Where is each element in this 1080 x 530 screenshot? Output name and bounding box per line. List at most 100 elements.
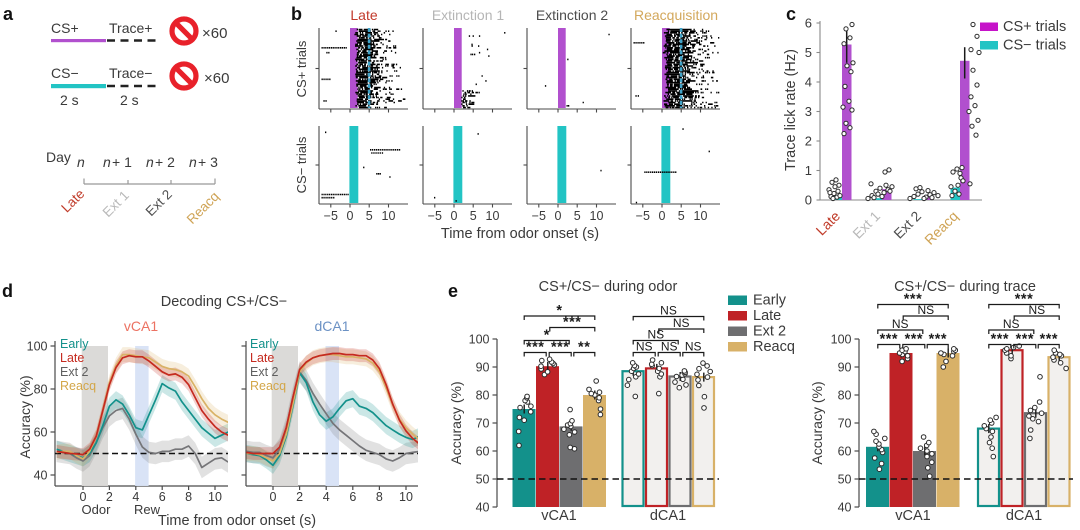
- svg-text:***: ***: [563, 315, 581, 331]
- svg-text:Trace lick rate (Hz): Trace lick rate (Hz): [783, 49, 799, 171]
- svg-text:+ 3: + 3: [198, 154, 218, 170]
- svg-text:50: 50: [838, 473, 852, 487]
- svg-text:NS: NS: [892, 317, 909, 331]
- svg-text:5: 5: [574, 209, 581, 223]
- svg-text:2: 2: [805, 134, 812, 149]
- svg-text:***: ***: [929, 332, 947, 348]
- svg-text:0: 0: [270, 490, 277, 504]
- svg-text:+ 1: + 1: [112, 154, 132, 170]
- svg-text:10: 10: [486, 209, 500, 223]
- svg-text:dCA1: dCA1: [1006, 508, 1042, 524]
- svg-text:Trace−: Trace−: [109, 65, 152, 81]
- svg-text:Late: Late: [60, 351, 84, 365]
- svg-text:3: 3: [805, 104, 812, 119]
- svg-text:NS: NS: [661, 340, 678, 354]
- svg-text:Accuracy (%): Accuracy (%): [448, 381, 464, 464]
- svg-text:Odor: Odor: [82, 502, 112, 517]
- svg-text:×60: ×60: [204, 70, 229, 87]
- svg-text:***: ***: [991, 332, 1009, 348]
- svg-text:Trace+: Trace+: [109, 20, 152, 36]
- svg-text:CS+/CS− during trace: CS+/CS− during trace: [894, 279, 1036, 295]
- svg-text:Extinction 2: Extinction 2: [536, 7, 609, 23]
- svg-text:Ext 2: Ext 2: [60, 365, 89, 379]
- svg-text:4: 4: [323, 490, 330, 504]
- svg-text:0: 0: [80, 490, 87, 504]
- svg-text:Late: Late: [250, 351, 274, 365]
- svg-text:n: n: [189, 154, 197, 170]
- svg-text:40: 40: [838, 501, 852, 515]
- svg-text:Rew: Rew: [134, 502, 161, 517]
- svg-text:NS: NS: [1003, 317, 1020, 331]
- svg-text:*: *: [544, 328, 550, 344]
- svg-text:−5: −5: [532, 209, 546, 223]
- svg-text:60: 60: [34, 426, 48, 440]
- svg-text:dCA1: dCA1: [314, 318, 349, 334]
- svg-text:Early: Early: [753, 293, 787, 309]
- svg-text:n: n: [77, 154, 85, 170]
- svg-text:Late: Late: [350, 7, 377, 23]
- svg-text:−5: −5: [324, 209, 338, 223]
- svg-text:CS+/CS− during odor: CS+/CS− during odor: [539, 279, 678, 295]
- svg-text:6: 6: [349, 490, 356, 504]
- svg-text:Extinction 1: Extinction 1: [432, 7, 505, 23]
- svg-text:***: ***: [880, 332, 898, 348]
- svg-text:Reacquisition: Reacquisition: [634, 7, 718, 23]
- svg-text:e: e: [448, 281, 458, 301]
- svg-text:8: 8: [185, 490, 192, 504]
- svg-text:60: 60: [838, 445, 852, 459]
- svg-text:40: 40: [476, 501, 490, 515]
- svg-text:dCA1: dCA1: [650, 508, 686, 524]
- svg-text:4: 4: [805, 75, 812, 90]
- svg-text:c: c: [786, 4, 796, 24]
- svg-text:Accuracy (%): Accuracy (%): [809, 381, 825, 464]
- svg-text:***: ***: [904, 292, 922, 308]
- svg-text:***: ***: [1015, 292, 1033, 308]
- svg-text:50: 50: [476, 473, 490, 487]
- svg-text:5: 5: [805, 45, 812, 60]
- svg-text:b: b: [291, 4, 302, 24]
- svg-text:+ 2: + 2: [155, 154, 175, 170]
- svg-text:vCA1: vCA1: [541, 508, 576, 524]
- svg-text:70: 70: [476, 417, 490, 431]
- svg-text:NS: NS: [1028, 303, 1045, 317]
- svg-text:6: 6: [159, 490, 166, 504]
- svg-text:4: 4: [132, 490, 139, 504]
- svg-text:NS: NS: [660, 304, 677, 318]
- svg-text:5: 5: [366, 209, 373, 223]
- svg-text:Late: Late: [753, 308, 781, 324]
- svg-text:80: 80: [476, 389, 490, 403]
- svg-text:***: ***: [1016, 332, 1034, 348]
- svg-text:Accuracy (%): Accuracy (%): [17, 375, 33, 458]
- svg-text:n: n: [103, 154, 111, 170]
- svg-text:NS: NS: [917, 303, 934, 317]
- svg-text:d: d: [2, 281, 13, 301]
- svg-text:70: 70: [838, 417, 852, 431]
- svg-text:CS+: CS+: [51, 20, 79, 36]
- svg-text:CS−: CS−: [51, 65, 79, 81]
- svg-text:***: ***: [1040, 332, 1058, 348]
- svg-text:40: 40: [34, 469, 48, 483]
- svg-text:5: 5: [470, 209, 477, 223]
- svg-text:**: **: [578, 340, 590, 356]
- svg-text:0: 0: [659, 209, 666, 223]
- svg-text:2 s: 2 s: [120, 92, 139, 108]
- svg-text:NS: NS: [647, 328, 664, 342]
- svg-text:100: 100: [831, 333, 852, 347]
- svg-text:0: 0: [347, 209, 354, 223]
- svg-text:10: 10: [590, 209, 604, 223]
- svg-text:Ext 2: Ext 2: [753, 324, 786, 340]
- svg-text:Day: Day: [46, 149, 71, 165]
- svg-text:6: 6: [805, 16, 812, 31]
- svg-text:NS: NS: [636, 340, 653, 354]
- svg-text:2: 2: [296, 490, 303, 504]
- svg-text:0: 0: [805, 193, 812, 208]
- svg-text:60: 60: [476, 445, 490, 459]
- svg-text:80: 80: [838, 389, 852, 403]
- svg-text:0: 0: [555, 209, 562, 223]
- svg-text:−5: −5: [428, 209, 442, 223]
- svg-text:2 s: 2 s: [60, 92, 79, 108]
- svg-text:Early: Early: [250, 337, 279, 351]
- svg-text:NS: NS: [685, 340, 702, 354]
- svg-text:80: 80: [34, 383, 48, 397]
- svg-text:10: 10: [694, 209, 708, 223]
